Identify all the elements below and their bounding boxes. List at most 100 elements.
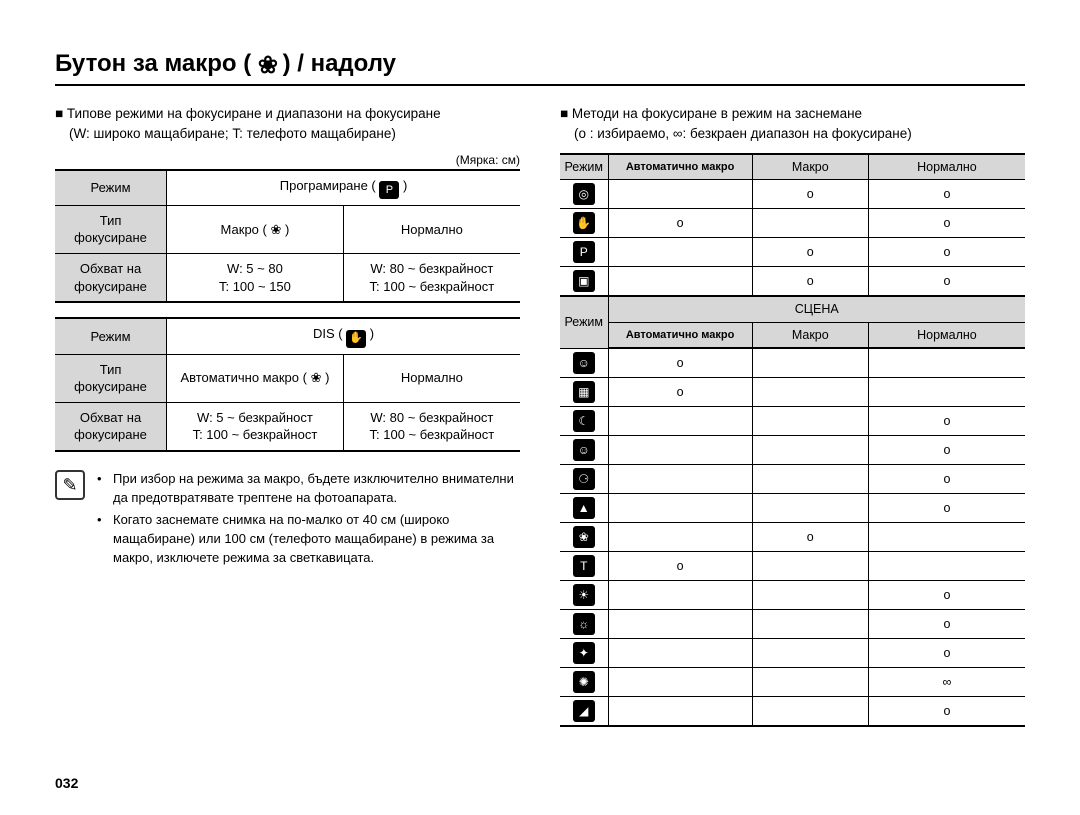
mode-cell: ☀ xyxy=(560,580,608,609)
hdr-macro: Макро xyxy=(752,154,868,180)
left-heading-line1: Типове режими на фокусиране и диапазони … xyxy=(55,106,441,121)
t2-range2: W: 80 ~ безкрайност T: 100 ~ безкрайност xyxy=(343,402,520,451)
mode-chip-icon: ✦ xyxy=(573,642,595,664)
title-post: ) / надолу xyxy=(283,50,396,77)
macro-icon: ❀ xyxy=(270,222,281,237)
cell-macro xyxy=(752,464,868,493)
label-focus-range: Обхват на фокусиране xyxy=(55,254,167,303)
cell-macro: o xyxy=(752,238,868,267)
cell-auto-macro xyxy=(608,238,752,267)
note-item-2: Когато заснемате снимка на по-малко от 4… xyxy=(97,511,520,568)
cell-auto-macro xyxy=(608,696,752,726)
page-title: Бутон за макро ( ❀ ) / надолу xyxy=(55,50,1025,86)
cell-normal: o xyxy=(868,435,1025,464)
title-pre: Бутон за макро ( xyxy=(55,50,251,77)
mode-cell: ✋ xyxy=(560,209,608,238)
t1-range2: W: 80 ~ безкрайност T: 100 ~ безкрайност xyxy=(343,254,520,303)
cell-normal: o xyxy=(868,638,1025,667)
label-focus-range2: Обхват на фокусиране xyxy=(55,402,167,451)
left-heading-line2: (W: широко мащабиране; T: телефото мащаб… xyxy=(55,126,396,141)
left-column: Типове режими на фокусиране и диапазони … xyxy=(55,104,520,727)
cell-auto-macro xyxy=(608,180,752,209)
left-heading: Типове режими на фокусиране и диапазони … xyxy=(55,104,520,145)
cell-macro xyxy=(752,638,868,667)
t1-range1: W: 5 ~ 80 T: 100 ~ 150 xyxy=(167,254,344,303)
mode-cell: ▣ xyxy=(560,267,608,297)
t2-col2: Нормално xyxy=(343,354,520,402)
mode-cell: ✺ xyxy=(560,667,608,696)
cell-auto-macro xyxy=(608,464,752,493)
t2-col1: Автоматично макро ( ❀ ) xyxy=(167,354,344,402)
mode-chip-icon: ◢ xyxy=(573,700,595,722)
focus-matrix: Режим Автоматично макро Макро Нормално ◎… xyxy=(560,153,1025,727)
hdr-auto-macro: Автоматично макро xyxy=(608,154,752,180)
hdr-macro2: Макро xyxy=(752,322,868,348)
right-heading-line2: (o : избираемо, ∞: безкраен диапазон на … xyxy=(560,126,912,141)
cell-macro xyxy=(752,696,868,726)
mode-chip-icon: T xyxy=(573,555,595,577)
note-item-1: При избор на режима за макро, бъдете изк… xyxy=(97,470,520,508)
cell-auto-macro: o xyxy=(608,377,752,406)
cell-normal xyxy=(868,377,1025,406)
cell-macro xyxy=(752,580,868,609)
cell-auto-macro xyxy=(608,667,752,696)
cell-macro xyxy=(752,377,868,406)
page-number: 032 xyxy=(55,775,78,791)
mode-chip-icon: ▲ xyxy=(573,497,595,519)
cell-auto-macro xyxy=(608,580,752,609)
mode-program: Програмиране ( P ) xyxy=(167,170,520,206)
cell-normal: o xyxy=(868,406,1025,435)
dis-icon: ✋ xyxy=(346,330,366,348)
cell-normal: o xyxy=(868,238,1025,267)
mode-chip-icon: ✺ xyxy=(573,671,595,693)
main-columns: Типове режими на фокусиране и диапазони … xyxy=(55,104,1025,727)
cell-normal: o xyxy=(868,609,1025,638)
hdr-mode: Режим xyxy=(560,154,608,180)
cell-normal: o xyxy=(868,580,1025,609)
cell-normal: o xyxy=(868,464,1025,493)
cell-normal: o xyxy=(868,493,1025,522)
cell-macro: o xyxy=(752,267,868,297)
mode-chip-icon: ▣ xyxy=(573,270,595,292)
mode-chip-icon: ✋ xyxy=(573,212,595,234)
hdr-scene: СЦЕНА xyxy=(608,296,1025,322)
mode-chip-icon: ◎ xyxy=(573,183,595,205)
mode-cell: ☺ xyxy=(560,435,608,464)
cell-auto-macro xyxy=(608,406,752,435)
mode-cell: ▲ xyxy=(560,493,608,522)
right-column: Методи на фокусиране в режим на заснеман… xyxy=(560,104,1025,727)
mode-cell: ◢ xyxy=(560,696,608,726)
cell-macro xyxy=(752,493,868,522)
mode-chip-icon: P xyxy=(573,241,595,263)
cell-auto-macro xyxy=(608,267,752,297)
focus-table-1: Режим Програмиране ( P ) Тип фокусиране … xyxy=(55,169,520,304)
cell-macro xyxy=(752,348,868,377)
mode-cell: ☾ xyxy=(560,406,608,435)
cell-macro xyxy=(752,551,868,580)
program-icon: P xyxy=(379,181,399,199)
mode-dis: DIS ( ✋ ) xyxy=(167,318,520,354)
cell-macro xyxy=(752,435,868,464)
cell-normal xyxy=(868,348,1025,377)
mode-chip-icon: ☺ xyxy=(573,439,595,461)
hdr-mode-scene: Режим xyxy=(560,296,608,348)
cell-auto-macro: o xyxy=(608,551,752,580)
cell-macro xyxy=(752,609,868,638)
t2-range1: W: 5 ~ безкрайност T: 100 ~ безкрайност xyxy=(167,402,344,451)
mode-cell: ☺ xyxy=(560,348,608,377)
mode-cell: ❀ xyxy=(560,522,608,551)
label-focus-type: Тип фокусиране xyxy=(55,205,167,253)
note-list: При избор на режима за макро, бъдете изк… xyxy=(97,470,520,572)
cell-auto-macro xyxy=(608,609,752,638)
mode-cell: ☼ xyxy=(560,609,608,638)
mode-chip-icon: ❀ xyxy=(573,526,595,548)
t1-col1: Макро ( ❀ ) xyxy=(167,205,344,253)
cell-auto-macro: o xyxy=(608,209,752,238)
mode-cell: ✦ xyxy=(560,638,608,667)
mode-chip-icon: ⚆ xyxy=(573,468,595,490)
label-mode2: Режим xyxy=(55,318,167,354)
hdr-normal: Нормално xyxy=(868,154,1025,180)
cell-normal: o xyxy=(868,696,1025,726)
cell-macro: o xyxy=(752,522,868,551)
mode-chip-icon: ▦ xyxy=(573,381,595,403)
